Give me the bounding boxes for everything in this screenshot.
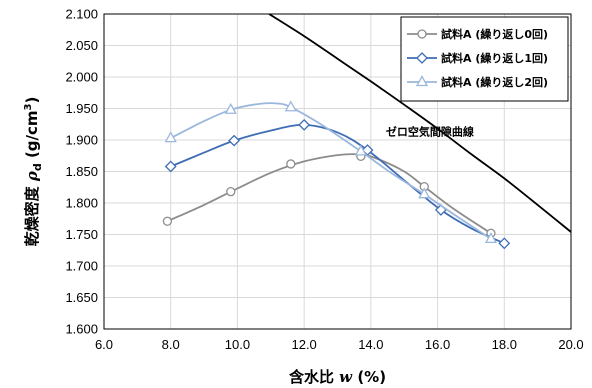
data-point xyxy=(228,134,241,147)
legend-label: 試料A (繰り返し2回) xyxy=(441,75,548,89)
x-tick-label: 14.0 xyxy=(358,337,383,352)
x-tick-label: 18.0 xyxy=(492,337,517,352)
zero-air-void-label: ゼロ空気間隙曲線 xyxy=(386,125,474,139)
data-point xyxy=(164,131,177,143)
x-tick-label: 16.0 xyxy=(425,337,450,352)
data-point xyxy=(226,187,236,197)
x-axis-title-var: w xyxy=(339,368,353,386)
data-point xyxy=(498,237,511,250)
y-tick-label: 2.050 xyxy=(65,38,98,53)
legend: 試料A (繰り返し0回) 試料A (繰り返し1回) 試料A (繰り返し2回) xyxy=(400,16,569,102)
data-point xyxy=(224,102,237,114)
legend-entry: 試料A (繰り返し1回) xyxy=(407,51,548,65)
y-axis-title: 乾燥密度 ρd (g/cm3) xyxy=(23,97,44,247)
series-line xyxy=(170,123,505,245)
legend-box xyxy=(400,16,569,102)
series-line xyxy=(167,153,492,234)
x-axis-title-prefix: 含水比 xyxy=(289,368,339,386)
y-tick-label: 1.950 xyxy=(65,101,98,116)
zero-air-void-line xyxy=(268,14,571,233)
series-0 xyxy=(162,151,496,238)
y-tick-label: 1.800 xyxy=(65,196,98,211)
y-axis-title-sub: d xyxy=(31,163,44,171)
x-axis-title-suffix: (%) xyxy=(352,368,386,386)
series-2 xyxy=(164,100,498,244)
x-tick-label: 8.0 xyxy=(162,337,180,352)
data-point xyxy=(354,144,367,156)
y-tick-label: 2.000 xyxy=(65,70,98,85)
y-axis-title-mid: (g/cm xyxy=(23,110,41,163)
y-tick-label: 1.650 xyxy=(65,290,98,305)
x-axis-title: 含水比 w (%) xyxy=(289,368,386,386)
legend-label: 試料A (繰り返し1回) xyxy=(441,51,548,65)
y-axis-title-sup: 3 xyxy=(23,103,34,110)
data-point xyxy=(286,159,296,169)
legend-entry: 試料A (繰り返し0回) xyxy=(407,27,548,41)
y-axis: 1.600 1.650 1.700 1.750 1.800 1.850 1.900 1.950… xyxy=(65,7,98,337)
series-layer xyxy=(162,100,511,250)
y-tick-label: 1.850 xyxy=(65,164,98,179)
legend-entry: 試料A (繰り返し2回) xyxy=(407,75,548,89)
data-point xyxy=(162,216,173,226)
data-point xyxy=(284,100,297,112)
y-tick-label: 1.750 xyxy=(65,227,98,242)
legend-swatch-marker xyxy=(416,52,428,64)
zero-air-void-curve xyxy=(268,14,571,233)
x-tick-label: 10.0 xyxy=(225,337,250,352)
plot-frame xyxy=(103,13,572,330)
y-tick-label: 1.700 xyxy=(65,259,98,274)
x-tick-label: 12.0 xyxy=(291,337,316,352)
y-axis-title-var: ρ xyxy=(23,170,41,182)
data-point xyxy=(298,118,311,131)
legend-swatch-marker xyxy=(415,75,429,87)
legend-label: 試料A (繰り返し0回) xyxy=(441,27,548,41)
x-tick-label: 6.0 xyxy=(95,337,113,352)
series-1 xyxy=(164,118,511,250)
y-axis-title-end: ) xyxy=(23,97,41,104)
y-tick-label: 1.600 xyxy=(65,322,98,337)
data-point xyxy=(164,160,177,173)
data-point xyxy=(418,187,431,199)
data-point xyxy=(484,232,498,244)
y-tick-label: 1.900 xyxy=(65,133,98,148)
x-axis: 6.0 8.0 10.0 12.0 14.0 16.0 18.0 20.0 xyxy=(95,337,584,352)
x-tick-label: 20.0 xyxy=(558,337,583,352)
y-tick-label: 2.100 xyxy=(65,7,98,22)
y-axis-title-prefix: 乾燥密度 xyxy=(23,181,41,246)
legend-swatch-marker xyxy=(417,29,427,39)
